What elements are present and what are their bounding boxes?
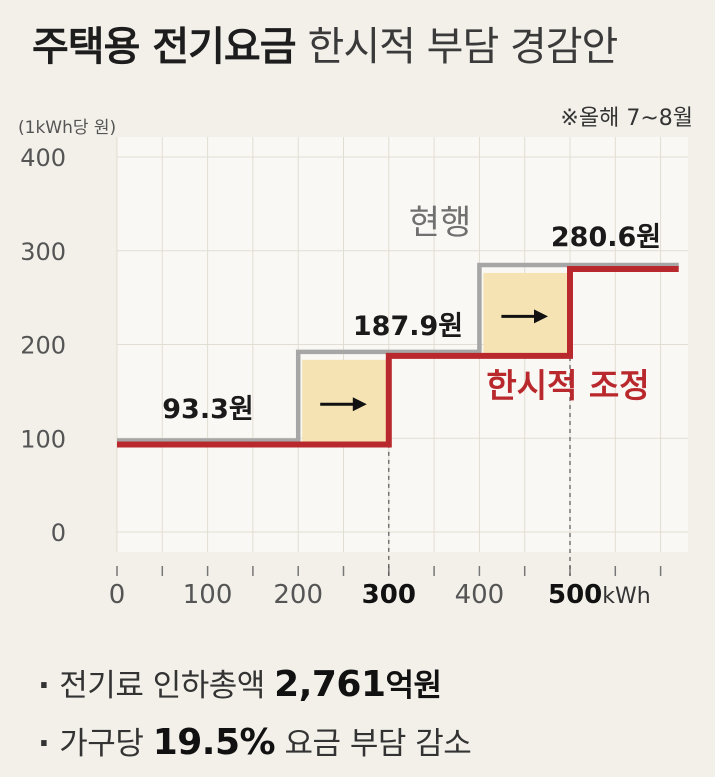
summary-item-total: · 전기료 인하총액 2,761억원	[38, 664, 442, 705]
step-chart: 400 300 200 100 0 0 100 200 300 400 500kWh 93.3원 187…	[20, 137, 688, 610]
y-tick-label: 100	[20, 425, 66, 453]
y-tick-label: 300	[20, 238, 66, 266]
y-unit-label: (1kWh당 원)	[18, 118, 117, 138]
value-label-187: 187.9원	[353, 311, 463, 342]
total-amount: 2,761	[274, 664, 386, 705]
shift-box	[483, 272, 570, 356]
shift-arrow-head	[352, 397, 367, 412]
value-label-93: 93.3원	[162, 394, 253, 425]
x-tick-label: 500kWh	[548, 580, 651, 610]
household-percent: 19.5%	[152, 722, 276, 763]
x-tick-label: 200	[273, 580, 323, 610]
current-rate-line	[117, 262, 679, 443]
summary-list: · 전기료 인하총액 2,761억원 · 가구당 19.5% 요금 부담 감소	[38, 656, 472, 772]
title-light: 한시적 부담 경감안	[307, 24, 619, 70]
title-bold: 주택용 전기요금	[32, 24, 297, 70]
x-tick-label: 0	[109, 580, 126, 610]
series-label-adjusted: 한시적 조정	[486, 366, 649, 405]
period-note: ※올해 7~8월	[560, 106, 693, 131]
y-tick-label: 200	[20, 332, 66, 360]
x-tick-label: 400	[455, 580, 505, 610]
adjusted-rate-line	[117, 265, 679, 448]
summary-item-household: · 가구당 19.5% 요금 부담 감소	[38, 722, 472, 763]
x-tick-label: 100	[183, 580, 233, 610]
y-tick-label: 400	[20, 144, 66, 172]
series-label-current: 현행	[409, 203, 472, 243]
page-title: 주택용 전기요금 한시적 부담 경감안	[32, 14, 619, 72]
shift-arrow-head	[534, 309, 548, 324]
value-label-280: 280.6원	[551, 222, 661, 253]
x-tick-label: 300	[362, 580, 416, 610]
y-tick-label: 0	[51, 519, 66, 547]
shift-box	[302, 359, 389, 445]
